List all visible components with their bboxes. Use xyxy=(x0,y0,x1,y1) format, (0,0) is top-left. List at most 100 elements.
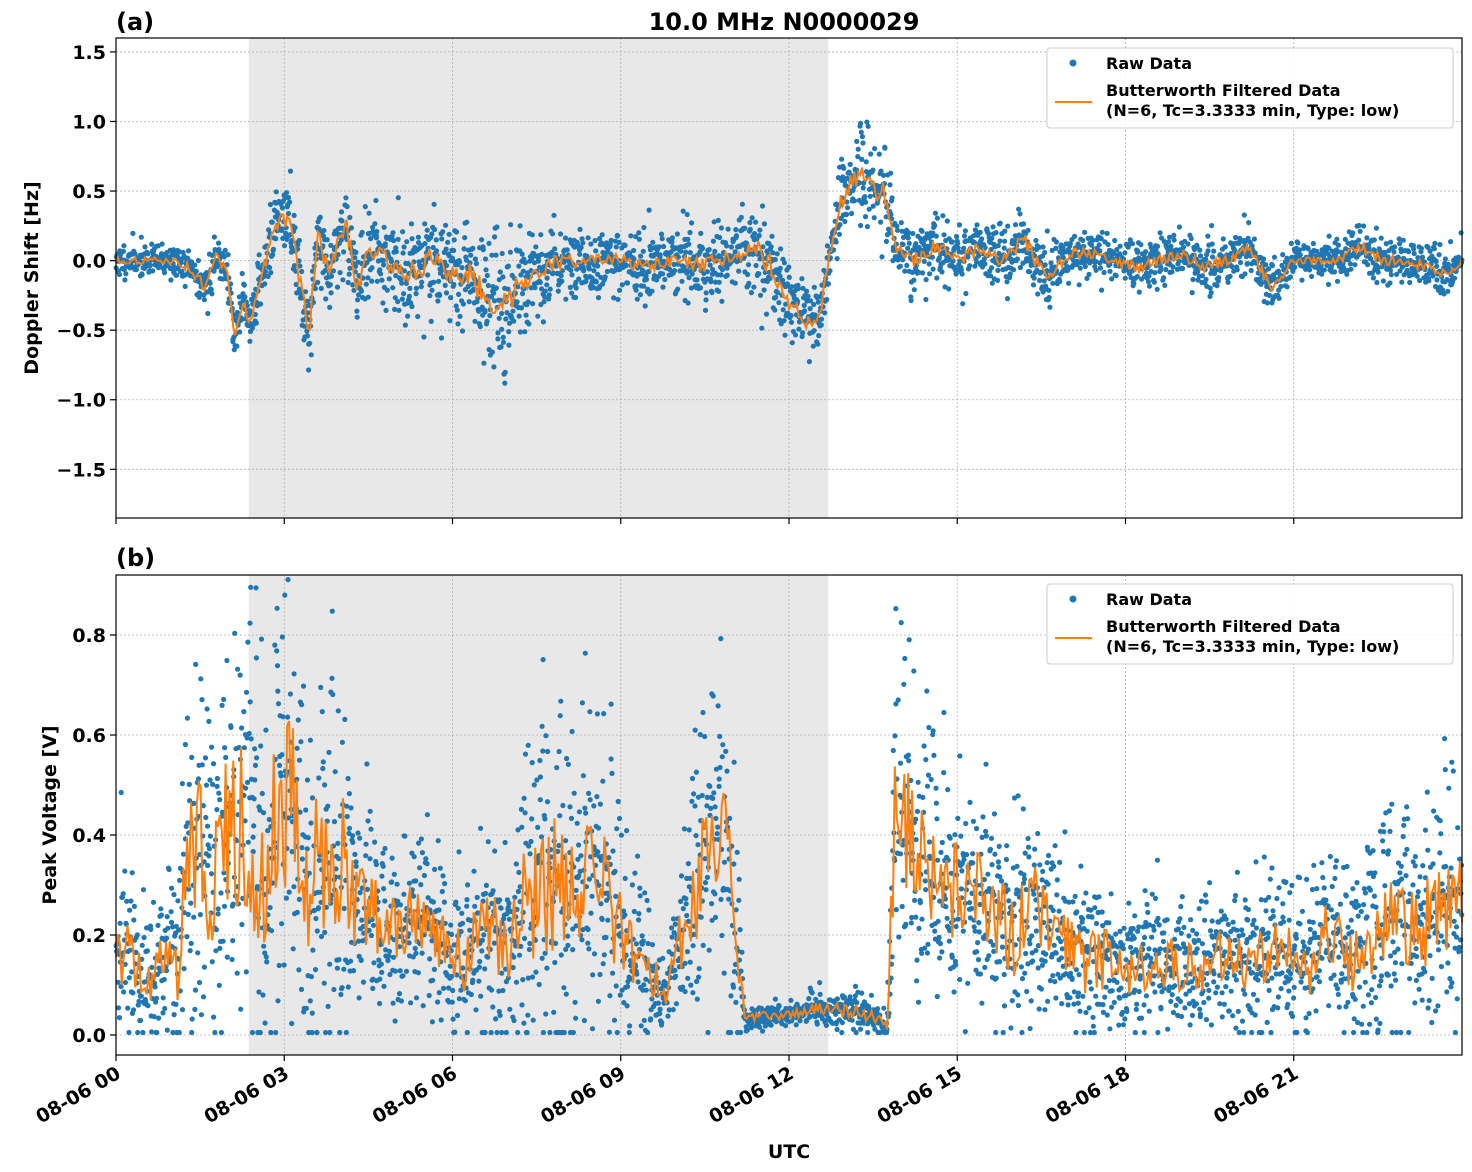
raw-point xyxy=(719,932,725,939)
raw-point xyxy=(355,830,361,836)
raw-point xyxy=(498,344,504,350)
raw-point xyxy=(479,948,485,954)
raw-point xyxy=(642,303,648,309)
raw-point xyxy=(1066,280,1072,286)
raw-point xyxy=(214,775,220,782)
raw-point xyxy=(134,932,140,938)
raw-point xyxy=(337,270,343,276)
raw-point xyxy=(192,1006,198,1013)
raw-point xyxy=(657,1006,663,1012)
raw-point xyxy=(813,996,819,1002)
raw-point xyxy=(456,259,463,265)
raw-point xyxy=(585,235,591,241)
raw-point xyxy=(837,222,843,228)
raw-point xyxy=(344,203,350,210)
raw-point xyxy=(359,917,365,923)
raw-point xyxy=(381,886,387,892)
raw-point xyxy=(342,716,348,723)
raw-point xyxy=(378,961,384,967)
raw-point xyxy=(455,321,461,327)
raw-point xyxy=(413,291,419,297)
raw-point xyxy=(330,691,336,698)
raw-point xyxy=(309,1029,315,1036)
raw-point xyxy=(346,258,352,264)
raw-point xyxy=(306,367,312,373)
raw-point xyxy=(946,286,952,292)
raw-point xyxy=(597,236,603,242)
ytick-label: 1.5 xyxy=(72,42,106,64)
raw-point xyxy=(718,225,725,231)
raw-point xyxy=(1113,273,1119,279)
raw-point xyxy=(1269,263,1275,269)
raw-point xyxy=(679,278,685,284)
raw-point xyxy=(704,874,711,881)
raw-point xyxy=(247,338,253,344)
raw-point xyxy=(577,251,583,257)
raw-point xyxy=(659,1020,665,1026)
raw-point xyxy=(558,952,564,958)
raw-point xyxy=(1197,247,1203,253)
raw-point xyxy=(437,292,443,298)
raw-point xyxy=(511,954,517,960)
raw-point xyxy=(487,313,493,319)
raw-point xyxy=(712,248,718,254)
raw-point xyxy=(872,146,878,152)
raw-point xyxy=(1203,276,1209,283)
raw-point xyxy=(519,824,525,830)
raw-point xyxy=(403,968,410,974)
raw-point xyxy=(425,272,431,278)
raw-point xyxy=(192,987,199,993)
raw-point xyxy=(234,970,240,976)
raw-point xyxy=(140,1029,146,1036)
raw-point xyxy=(919,228,925,234)
raw-point xyxy=(242,294,248,300)
raw-point xyxy=(518,272,524,278)
raw-point xyxy=(204,706,210,712)
raw-point xyxy=(309,795,316,801)
raw-point xyxy=(1260,256,1267,262)
raw-point xyxy=(408,221,415,227)
raw-point xyxy=(703,887,709,893)
raw-point xyxy=(343,195,349,201)
raw-point xyxy=(128,898,134,904)
raw-point xyxy=(1325,281,1332,287)
raw-point xyxy=(682,988,688,995)
raw-point xyxy=(453,303,459,309)
raw-point xyxy=(365,294,371,300)
raw-point xyxy=(464,897,470,903)
raw-point xyxy=(673,973,679,979)
raw-point xyxy=(138,234,144,240)
raw-point xyxy=(316,857,322,863)
raw-point xyxy=(353,863,359,869)
raw-point xyxy=(761,221,768,227)
raw-point xyxy=(747,219,753,226)
raw-point xyxy=(500,334,506,340)
raw-point xyxy=(569,272,575,278)
raw-point xyxy=(644,897,650,904)
raw-point xyxy=(409,236,415,242)
raw-point xyxy=(389,855,395,861)
raw-point xyxy=(695,842,701,848)
raw-point xyxy=(1278,283,1284,289)
raw-point xyxy=(878,219,884,225)
raw-point xyxy=(355,259,361,265)
raw-point xyxy=(506,342,512,348)
raw-point xyxy=(728,1029,734,1036)
raw-point xyxy=(428,318,434,324)
raw-point xyxy=(1237,259,1244,266)
raw-point xyxy=(719,754,725,760)
raw-point xyxy=(222,247,228,253)
raw-point xyxy=(477,323,483,330)
raw-point xyxy=(251,796,257,802)
raw-point xyxy=(207,833,213,839)
raw-point xyxy=(258,743,264,749)
raw-point xyxy=(840,174,846,180)
raw-point xyxy=(715,217,721,223)
raw-point xyxy=(131,917,137,923)
raw-point xyxy=(488,1029,494,1036)
raw-point xyxy=(341,966,347,972)
raw-point xyxy=(595,295,602,301)
raw-point xyxy=(713,815,719,822)
raw-point xyxy=(1411,250,1417,257)
raw-point xyxy=(622,875,628,882)
